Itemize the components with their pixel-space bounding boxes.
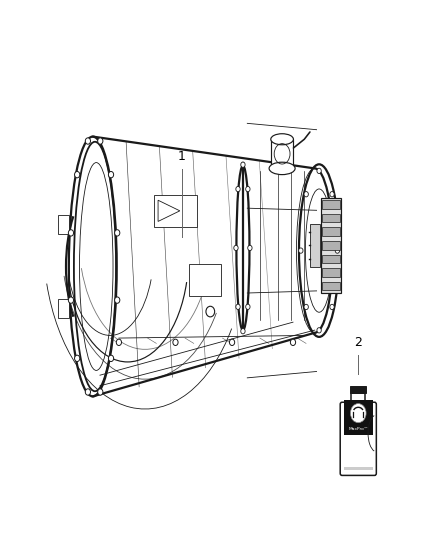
Circle shape xyxy=(236,304,240,310)
Circle shape xyxy=(74,355,80,361)
Circle shape xyxy=(234,245,238,251)
Circle shape xyxy=(74,172,80,178)
Bar xyxy=(322,200,340,208)
Circle shape xyxy=(241,162,245,167)
Circle shape xyxy=(116,339,121,345)
Circle shape xyxy=(317,168,321,174)
Circle shape xyxy=(98,138,103,144)
Circle shape xyxy=(246,187,250,192)
Circle shape xyxy=(248,245,252,251)
Text: 1: 1 xyxy=(178,150,186,163)
Bar xyxy=(311,224,320,266)
Circle shape xyxy=(299,248,303,253)
Circle shape xyxy=(98,389,103,395)
Bar xyxy=(154,195,197,227)
Circle shape xyxy=(115,297,120,303)
Circle shape xyxy=(85,138,91,144)
Circle shape xyxy=(290,339,296,345)
Circle shape xyxy=(85,389,91,395)
Bar xyxy=(271,139,293,168)
Circle shape xyxy=(206,306,215,317)
Circle shape xyxy=(236,187,240,192)
Bar xyxy=(322,214,340,222)
Bar xyxy=(351,393,365,405)
Bar xyxy=(188,264,221,296)
Circle shape xyxy=(230,339,235,345)
Bar xyxy=(58,300,69,318)
Circle shape xyxy=(350,403,366,423)
Text: MaxPro™: MaxPro™ xyxy=(348,427,368,431)
Circle shape xyxy=(109,172,113,178)
Text: 2: 2 xyxy=(354,336,362,349)
Circle shape xyxy=(330,191,334,197)
Bar xyxy=(322,282,340,290)
Bar xyxy=(322,255,340,263)
Circle shape xyxy=(115,230,120,236)
Ellipse shape xyxy=(271,134,293,145)
Bar xyxy=(344,400,373,435)
FancyBboxPatch shape xyxy=(340,402,376,475)
Bar xyxy=(350,386,366,393)
Bar xyxy=(321,198,341,293)
Circle shape xyxy=(304,304,308,310)
Bar xyxy=(322,228,340,236)
Circle shape xyxy=(68,297,74,303)
Bar xyxy=(58,215,69,233)
Circle shape xyxy=(335,248,339,253)
Bar xyxy=(322,268,340,277)
Ellipse shape xyxy=(269,162,295,175)
Circle shape xyxy=(68,230,74,236)
Circle shape xyxy=(109,355,113,361)
Bar xyxy=(322,241,340,249)
Circle shape xyxy=(173,339,178,345)
Circle shape xyxy=(246,304,250,310)
Circle shape xyxy=(317,328,321,333)
Circle shape xyxy=(304,191,308,197)
Circle shape xyxy=(330,304,334,310)
Bar xyxy=(344,467,373,470)
Circle shape xyxy=(241,328,245,334)
